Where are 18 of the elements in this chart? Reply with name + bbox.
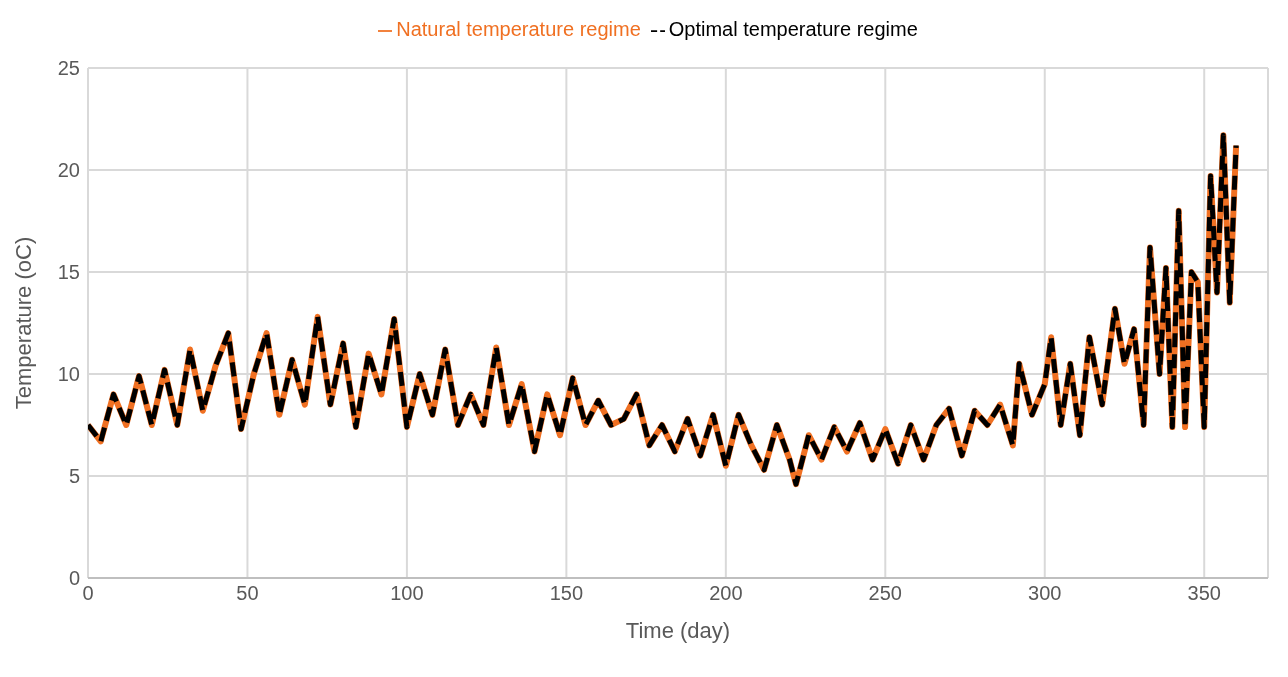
y-tick-label: 10 bbox=[57, 363, 80, 386]
x-tick-label: 150 bbox=[549, 582, 584, 605]
x-tick-label: 350 bbox=[1187, 582, 1221, 605]
legend-label: Natural temperature regime bbox=[396, 18, 641, 40]
y-axis-title: Temperature (oC) bbox=[10, 236, 36, 410]
legend-label: Optimal temperature regime bbox=[668, 18, 918, 40]
x-tick-label: 100 bbox=[390, 582, 424, 605]
x-tick-label: 300 bbox=[1028, 582, 1062, 605]
x-tick-label: 50 bbox=[236, 582, 259, 605]
y-tick-label: 0 bbox=[68, 567, 80, 590]
y-tick-label: 25 bbox=[57, 57, 80, 80]
x-tick-label: 250 bbox=[868, 582, 902, 605]
y-tick-label: 20 bbox=[57, 159, 80, 182]
x-tick-label: 200 bbox=[709, 582, 743, 605]
x-axis-title: Time (day) bbox=[625, 618, 731, 643]
y-tick-label: 15 bbox=[57, 261, 80, 284]
x-tick-label: 0 bbox=[82, 582, 94, 605]
y-tick-label: 5 bbox=[68, 465, 80, 488]
